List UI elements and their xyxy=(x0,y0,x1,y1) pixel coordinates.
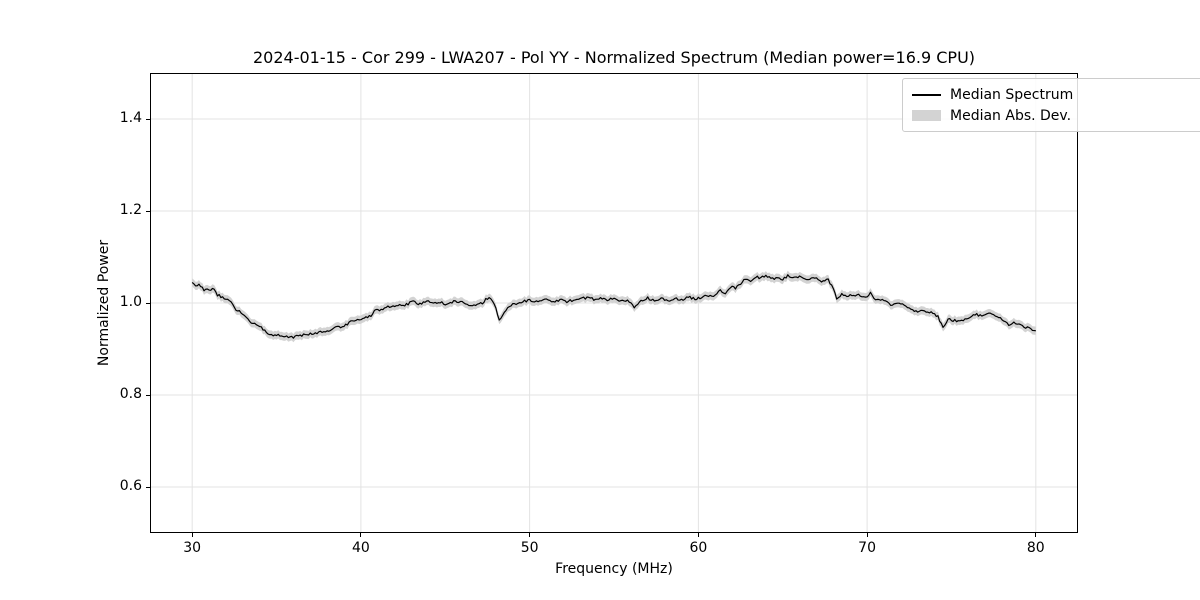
x-tick xyxy=(1035,533,1037,537)
y-tick xyxy=(146,486,150,488)
y-tick xyxy=(146,394,150,396)
legend-label-median-spectrum: Median Spectrum xyxy=(950,86,1074,103)
x-tick xyxy=(866,533,868,537)
x-tick-label: 50 xyxy=(520,540,539,556)
plot-area: Median Spectrum Median Abs. Dev. xyxy=(150,73,1200,533)
x-tick xyxy=(360,533,362,537)
legend: Median Spectrum Median Abs. Dev. xyxy=(902,78,1200,132)
y-tick-label: 0.6 xyxy=(119,478,142,494)
spectrum-plot-svg xyxy=(150,73,1078,533)
median-spectrum-line xyxy=(191,274,1036,339)
x-axis-label: Frequency (MHz) xyxy=(555,561,673,577)
y-tick xyxy=(146,210,150,212)
mad-band-sample-icon xyxy=(912,110,941,121)
y-tick-label: 1.2 xyxy=(119,202,142,218)
y-tick xyxy=(146,118,150,120)
x-tick-label: 70 xyxy=(858,540,876,556)
legend-item-median-abs-dev: Median Abs. Dev. xyxy=(912,105,1200,126)
chart-title: 2024-01-15 - Cor 299 - LWA207 - Pol YY -… xyxy=(252,48,976,67)
y-tick-label: 1.4 xyxy=(119,110,142,126)
median-spectrum-line-sample-icon xyxy=(912,93,941,96)
x-tick-label: 40 xyxy=(351,540,370,556)
x-tick-label: 60 xyxy=(689,540,708,556)
x-tick-label: 80 xyxy=(1026,540,1045,556)
y-tick-label: 0.8 xyxy=(119,386,142,402)
x-tick xyxy=(697,533,699,537)
x-tick xyxy=(529,533,531,537)
y-tick xyxy=(146,302,150,304)
legend-label-median-abs-dev: Median Abs. Dev. xyxy=(950,107,1072,124)
axes-spines xyxy=(150,73,1078,533)
y-tick-label: 1.0 xyxy=(119,294,142,310)
x-tick xyxy=(191,533,193,537)
x-tick-label: 30 xyxy=(183,540,202,556)
legend-item-median-spectrum: Median Spectrum xyxy=(912,84,1200,105)
